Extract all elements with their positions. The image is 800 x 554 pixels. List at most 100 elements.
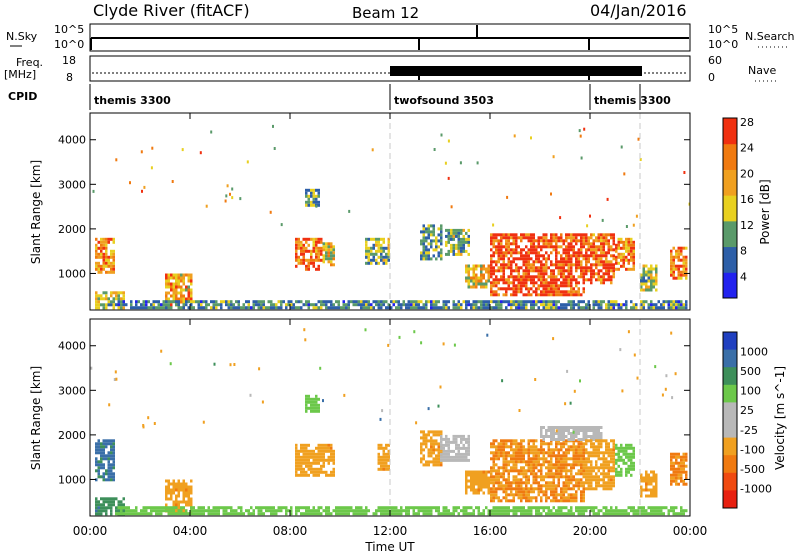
echo-cell	[465, 485, 468, 489]
echo-cell	[422, 457, 425, 461]
echo-cell	[532, 284, 535, 288]
echo-cell	[527, 300, 530, 304]
echo-cell	[527, 466, 530, 470]
echo-cell	[525, 484, 528, 488]
echo-cell	[675, 267, 678, 271]
echo-cell	[175, 279, 178, 283]
echo-cell	[662, 303, 665, 307]
echo-cell	[240, 306, 243, 310]
echo-cell	[575, 493, 578, 497]
echo-cell	[102, 445, 105, 449]
echo-cell	[482, 476, 485, 480]
echo-cell	[440, 437, 443, 441]
echo-cell	[617, 303, 620, 307]
echo-cell	[190, 488, 193, 492]
cpid-segment-label: themis 3300	[594, 94, 671, 107]
echo-cell	[595, 266, 598, 270]
echo-cell	[627, 240, 630, 244]
echo-cell	[257, 306, 260, 310]
colorbar-tick-label: -25	[740, 424, 758, 437]
echo-cell	[425, 442, 428, 446]
echo-cell	[542, 242, 545, 246]
echo-cell	[320, 506, 323, 510]
echo-cell	[392, 506, 395, 510]
echo-cell	[502, 233, 505, 237]
echo-cell	[592, 487, 595, 491]
echo-cell	[535, 499, 538, 503]
echo-cell	[330, 242, 333, 246]
echo-cell	[490, 472, 493, 476]
echo-cell	[110, 457, 113, 461]
echo-cell	[312, 203, 315, 207]
echo-cell	[439, 385, 442, 389]
echo-cell	[567, 512, 570, 516]
echo-cell	[257, 512, 260, 516]
echo-cell	[575, 499, 578, 503]
echo-cell	[110, 264, 113, 268]
echo-cell	[597, 439, 600, 443]
echo-cell	[317, 188, 320, 192]
echo-cell	[172, 479, 175, 483]
echo-cell	[617, 255, 620, 259]
echo-cell	[627, 246, 630, 250]
echo-cell	[370, 249, 373, 253]
echo-cell	[535, 448, 538, 452]
echo-cell	[625, 303, 628, 307]
echo-cell	[422, 233, 425, 237]
echo-cell	[502, 251, 505, 255]
echo-cell	[582, 306, 585, 310]
echo-cell	[197, 300, 200, 304]
echo-cell	[552, 272, 555, 276]
echo-cell	[567, 481, 570, 485]
echo-cell	[612, 466, 615, 470]
echo-cell	[315, 197, 318, 201]
echo-cell	[295, 443, 298, 447]
echo-cell	[297, 255, 300, 259]
echo-cell	[625, 443, 628, 447]
echo-cell	[600, 466, 603, 470]
echo-cell	[307, 303, 310, 307]
y-tick-label: 2000	[58, 223, 86, 236]
echo-cell	[522, 233, 525, 237]
echo-cell	[510, 236, 513, 240]
echo-cell	[325, 449, 328, 453]
echo-cell	[420, 254, 423, 258]
echo-cell	[555, 429, 558, 433]
echo-cell	[605, 303, 608, 307]
echo-cell	[587, 469, 590, 473]
echo-cell	[470, 512, 473, 516]
echo-cell	[317, 458, 320, 462]
echo-cell	[340, 306, 343, 310]
echo-cell	[162, 506, 165, 510]
echo-cell	[515, 248, 518, 252]
echo-cell	[317, 452, 320, 456]
echo-cell	[105, 270, 108, 274]
echo-cell	[535, 303, 538, 307]
echo-cell	[632, 243, 635, 247]
echo-cell	[512, 512, 515, 516]
echo-cell	[535, 251, 538, 255]
echo-cell	[572, 306, 575, 310]
echo-cell	[510, 275, 513, 279]
echo-cell	[515, 245, 518, 249]
echo-cell	[660, 303, 663, 307]
echo-cell	[580, 263, 583, 267]
echo-cell	[507, 303, 510, 307]
echo-cell	[550, 263, 553, 267]
echo-cell	[542, 257, 545, 261]
echo-cell	[145, 303, 148, 307]
echo-cell	[620, 237, 623, 241]
echo-cell	[180, 509, 183, 513]
echo-cell	[440, 463, 443, 467]
echo-cell	[100, 463, 103, 467]
echo-cell	[537, 287, 540, 291]
echo-cell	[667, 306, 670, 310]
echo-cell	[597, 484, 600, 488]
echo-cell	[485, 476, 488, 480]
echo-cell	[379, 417, 382, 421]
echo-cell	[537, 469, 540, 473]
echo-cell	[530, 466, 533, 470]
echo-cell	[595, 300, 598, 304]
echo-cell	[387, 458, 390, 462]
echo-cell	[380, 246, 383, 250]
